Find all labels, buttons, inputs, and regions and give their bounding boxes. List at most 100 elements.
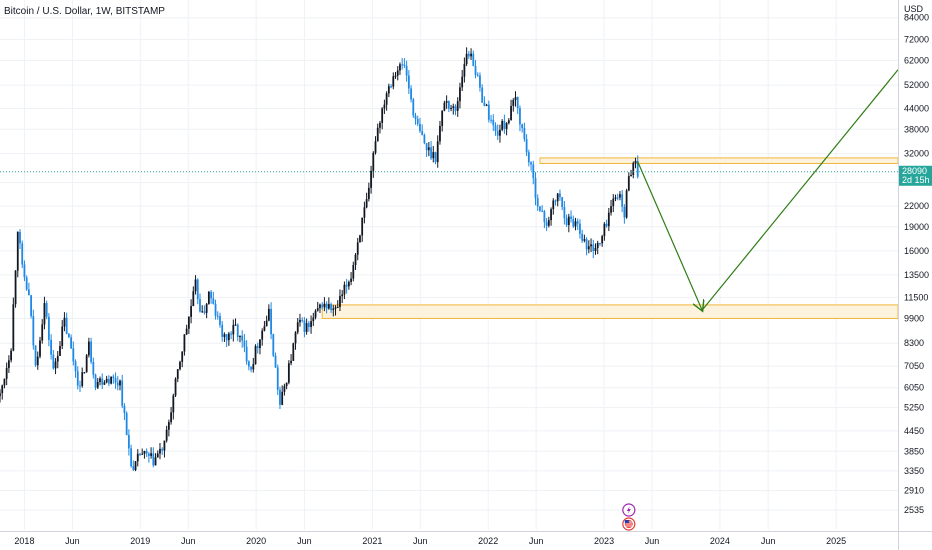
candle-body — [236, 324, 239, 338]
candle-body — [112, 376, 115, 379]
candle-body — [167, 422, 170, 430]
x-tick-label: 2018 — [14, 536, 34, 546]
candle-body — [547, 220, 550, 226]
candle-body — [367, 187, 370, 200]
x-tick-label: 2023 — [594, 536, 614, 546]
y-tick-label: 8300 — [904, 338, 924, 348]
candle-body — [434, 152, 437, 163]
x-tick-label: Jun — [761, 536, 776, 546]
candle-body — [605, 223, 608, 227]
candle-body — [339, 296, 341, 307]
candle-body — [152, 453, 155, 466]
candle-body — [107, 378, 110, 384]
candle-body — [39, 340, 41, 357]
candle-body — [10, 350, 13, 361]
lightning-glyph — [626, 506, 631, 514]
candle-body — [323, 303, 326, 308]
candle-body — [487, 104, 490, 120]
candle-body — [505, 123, 508, 129]
candle-body — [32, 316, 35, 346]
y-tick-label: 11500 — [904, 292, 928, 302]
candle-body — [65, 317, 68, 334]
candle-body — [459, 87, 461, 102]
y-tick-label: 84000 — [904, 13, 929, 23]
candle-body — [567, 216, 570, 226]
candle-body — [594, 248, 597, 251]
candle-body — [419, 123, 421, 131]
candle-body — [159, 448, 161, 454]
candle-body — [396, 70, 399, 76]
y-tick-label: 38000 — [904, 124, 929, 134]
candle-body — [581, 233, 584, 241]
candle-body — [3, 378, 6, 386]
y-tick-label: 19000 — [904, 222, 929, 232]
candle-body — [387, 86, 390, 94]
candle-body — [601, 236, 604, 244]
candle-body — [536, 198, 539, 207]
candle-body — [401, 64, 404, 66]
candle-body — [205, 303, 208, 313]
candle-body — [636, 160, 639, 177]
candle-body — [165, 429, 168, 441]
candle-body — [479, 75, 481, 88]
y-tick-label: 4450 — [904, 426, 924, 436]
candle-body — [96, 381, 99, 388]
candle-body — [232, 324, 235, 335]
candle-body — [465, 53, 468, 65]
candle-body — [554, 200, 557, 202]
candle-body — [570, 216, 572, 219]
candle-body — [216, 315, 219, 317]
y-tick-label: 3350 — [904, 466, 924, 476]
candle-body — [145, 451, 148, 454]
candle-body — [161, 448, 164, 451]
candle-body — [527, 152, 530, 163]
x-tick-label: Jun — [297, 536, 312, 546]
candle-body — [443, 102, 446, 111]
candle-body — [321, 304, 324, 308]
candle-body — [252, 364, 255, 370]
candle-body — [634, 160, 637, 164]
x-tick-label: Jun — [529, 536, 544, 546]
candle-body — [372, 152, 375, 171]
y-tick-label: 16000 — [904, 246, 929, 256]
candle-body — [1, 385, 4, 394]
candle-body — [267, 308, 270, 321]
candle-body — [143, 451, 146, 454]
candle-body — [467, 53, 470, 57]
y-tick-label: 3850 — [904, 446, 924, 456]
candle-body — [299, 319, 301, 323]
candle-body — [0, 393, 1, 397]
candle-body — [72, 348, 75, 362]
candle-body — [192, 291, 195, 307]
candle-body — [276, 367, 279, 390]
candle-body — [30, 295, 33, 317]
y-tick-label: 13500 — [904, 270, 929, 280]
candle-body — [250, 366, 252, 370]
candle-body — [592, 244, 595, 251]
candle-body — [336, 306, 339, 308]
candle-body — [23, 264, 26, 278]
candle-body — [47, 316, 50, 340]
candle-body — [134, 461, 137, 471]
candle-body — [279, 389, 281, 405]
x-tick-label: 2021 — [362, 536, 382, 546]
candle-body — [287, 363, 290, 383]
candle-body — [241, 335, 244, 341]
candle-body — [572, 218, 575, 227]
candle-body — [399, 64, 401, 71]
candle-body — [123, 405, 126, 414]
candle-body — [414, 115, 417, 119]
candle-body — [181, 351, 184, 362]
candle-body — [156, 453, 159, 458]
lightning-icon — [622, 503, 636, 517]
x-tick-label: 2022 — [478, 536, 498, 546]
candle-body — [27, 289, 30, 296]
y-tick-label: 2910 — [904, 486, 924, 496]
candle-body — [283, 386, 286, 392]
candle-body — [376, 127, 379, 142]
candle-body — [496, 130, 499, 136]
candle-body — [385, 93, 388, 105]
candle-body — [476, 74, 479, 76]
candle-body — [130, 448, 132, 467]
